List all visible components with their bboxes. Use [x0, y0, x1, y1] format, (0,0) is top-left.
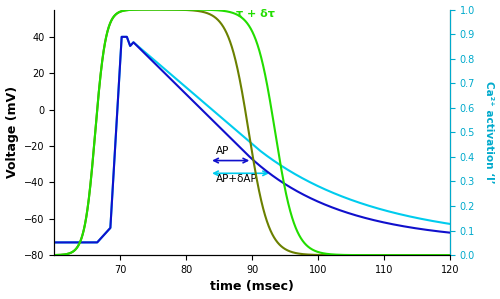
Text: τ + δτ: τ + δτ: [236, 9, 275, 19]
Text: AP: AP: [216, 146, 229, 156]
Y-axis label: Voltage (mV): Voltage (mV): [6, 86, 18, 179]
X-axis label: time (msec): time (msec): [210, 280, 294, 293]
Y-axis label: Ca²⁺ activation ‘l’: Ca²⁺ activation ‘l’: [484, 81, 494, 184]
Text: AP+δAP: AP+δAP: [216, 174, 258, 184]
